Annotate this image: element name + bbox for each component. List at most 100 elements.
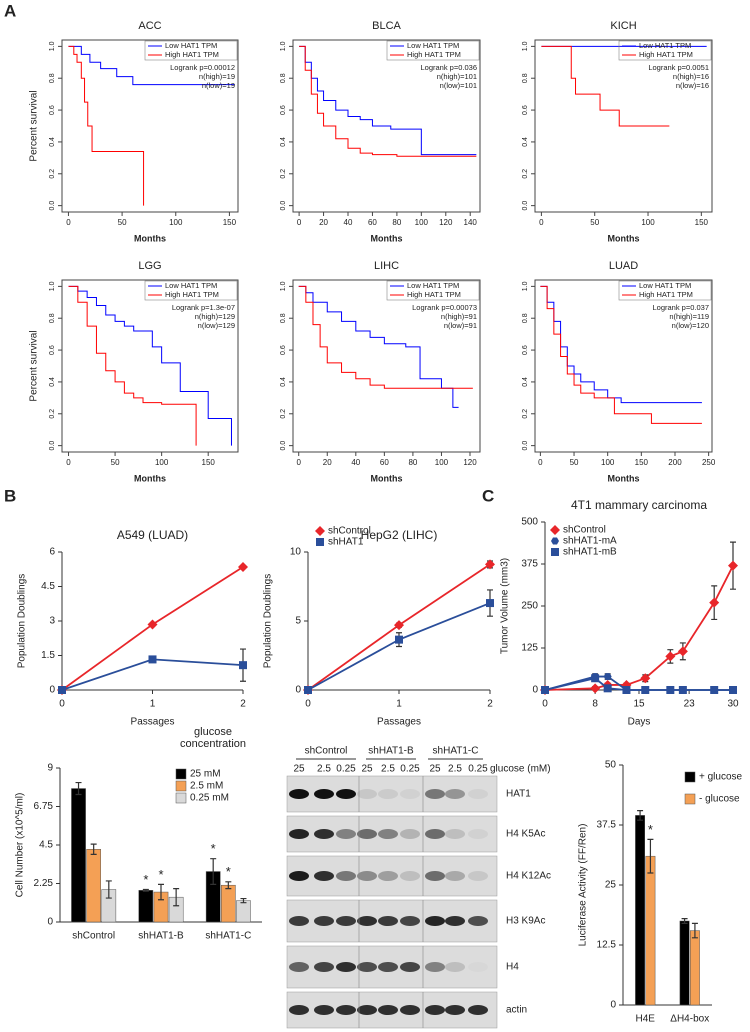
blot-band [400,1005,420,1015]
x-tick-label: 1 [396,699,402,710]
blot-band [400,829,420,839]
significance: * [143,872,148,887]
error-bar [142,888,149,892]
x-tick-label: 250 [702,458,716,467]
error-bar [681,918,688,924]
x-tick-label: 50 [118,218,127,227]
x-tick-label: 20 [319,218,328,227]
annotation: n(low)=19 [202,81,235,90]
blot-band [425,789,445,799]
survival-curve [298,285,459,408]
legend-label: shControl [328,526,371,537]
y-tick-label: 0.0 [49,441,56,451]
plot-frame [61,39,239,213]
y-tick-label: 1.0 [522,281,529,291]
bar [138,890,154,923]
blot-band [400,962,420,972]
marker [239,661,247,670]
legend-label: High HAT1 TPM [639,50,693,59]
legend-label: Low HAT1 TPM [407,41,459,50]
x-tick-label: 150 [695,218,709,227]
marker [550,525,560,535]
y-tick-label: 1.5 [41,650,55,661]
group-label: shHAT1-C [433,746,479,757]
y-axis-label: Percent survival [29,90,40,161]
y-tick-label: 0.6 [522,345,529,355]
x-tick-label: H4E [636,1014,656,1025]
error-bar [75,781,82,796]
y-tick-label: 50 [605,760,617,771]
y-tick-label: 0.4 [280,377,287,387]
legend-label: Low HAT1 TPM [165,41,217,50]
x-axis-label: Months [608,233,640,243]
significance: * [211,841,216,856]
y-tick-label: 0.2 [49,409,56,419]
x-axis-label: Months [371,473,403,483]
legend-label: High HAT1 TPM [165,50,219,59]
legend-swatch [684,793,696,805]
blot-band [289,1005,309,1015]
panel-label: A [4,1,16,20]
y-tick-label: 5 [295,616,301,627]
blot-band [378,789,398,799]
legend-label: shHAT1-mA [563,536,617,547]
bar [71,788,86,923]
legend-label: 25 mM [190,769,221,780]
marker [640,673,651,684]
row-label: H4 [506,962,519,973]
legend-box [386,40,480,61]
y-axis-label: Percent survival [29,330,40,401]
x-tick-label: shHAT1-C [205,931,251,942]
x-tick-label: 23 [684,699,696,710]
y-tick-label: 250 [521,601,538,612]
y-tick-label: 0.4 [49,377,56,387]
legend-box [144,40,238,61]
annotation: n(high)=101 [437,72,477,81]
blot-band [425,962,445,972]
marker [147,619,158,630]
blot-band [468,871,488,881]
x-tick-label: ΔH4-box [670,1014,709,1025]
legend-box [386,280,480,301]
x-tick-label: 60 [380,458,389,467]
marker [677,646,688,657]
annotation: n(high)=119 [669,312,709,321]
blot-band [357,871,377,881]
blot-band [357,789,377,799]
x-axis-label: Months [134,233,166,243]
error-bar [637,810,644,821]
y-tick-label: 4.5 [41,581,55,592]
x-tick-label: 0 [305,699,311,710]
blot-band [314,871,334,881]
y-tick-label: 0.6 [49,105,56,115]
group-label: shHAT1-B [368,746,414,757]
x-tick-label: 80 [392,218,401,227]
blot-band [445,962,465,972]
x-tick-label: 0 [297,218,302,227]
y-axis-label: Cell Number (x10^5/ml) [15,793,26,898]
marker [603,684,612,693]
x-tick-label: 2 [240,699,246,710]
blot-band [400,916,420,926]
blot-band [425,1005,445,1015]
legend-box [618,40,712,61]
error-bar [691,922,698,939]
marker [729,686,737,694]
y-tick-label: 6.75 [34,801,54,812]
marker [394,620,404,631]
chart-title: ACC [138,20,161,32]
blot-strip [286,815,498,853]
y-tick-label: 0 [610,1000,616,1011]
blot-band [378,1005,398,1015]
error-bar [210,858,217,885]
legend-label: shControl [563,525,606,536]
lane-label: 2.5 [317,764,331,775]
x-tick-label: 15 [633,699,645,710]
x-tick-label: 150 [223,218,237,227]
marker [541,686,549,694]
survival-curve [540,285,702,404]
y-tick-label: 0.2 [280,409,287,419]
annotation: n(low)=91 [444,321,477,330]
blot-band [336,916,356,926]
